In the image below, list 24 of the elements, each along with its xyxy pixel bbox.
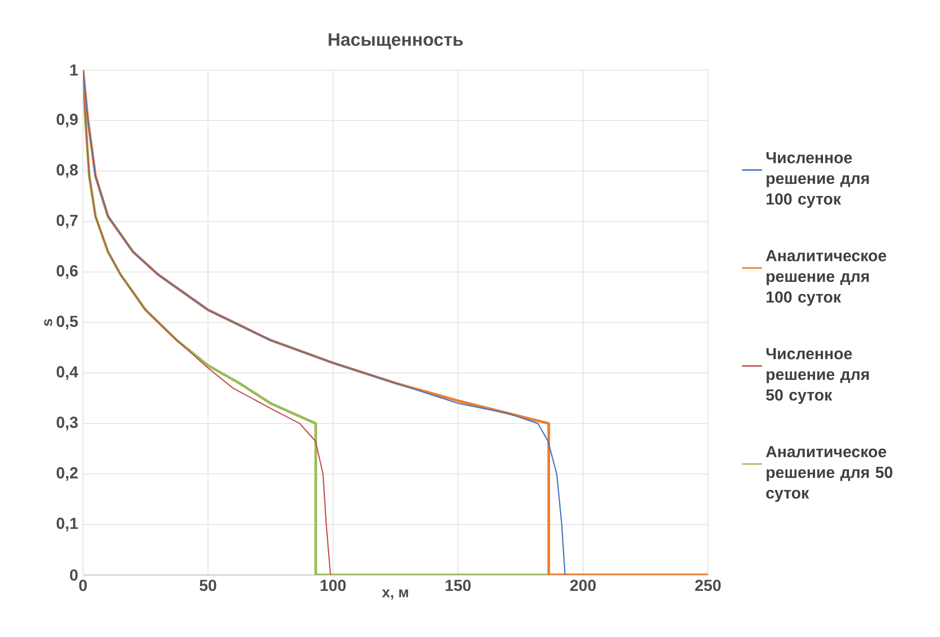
x-tick-label: 100 (320, 580, 346, 592)
x-tick-label: 0 (79, 580, 87, 592)
y-axis-title: s (44, 319, 52, 326)
legend-label: Численное решение для 100 суток (766, 152, 869, 208)
y-tick-label: 0,8 (56, 164, 78, 178)
y-tick-label: 0,5 (56, 316, 78, 330)
y-tick-label: 1 (70, 64, 78, 76)
y-tick-label: 0,2 (56, 467, 78, 481)
x-tick-label: 50 (200, 580, 216, 592)
x-tick-label: 150 (446, 580, 471, 592)
x-axis-title: x, м (382, 590, 408, 600)
y-tick-label: 0,6 (56, 265, 78, 279)
chart-title: Насыщенность (328, 33, 463, 50)
legend-label: Аналитическое решение для 100 суток (766, 250, 886, 306)
y-tick-label: 0,7 (56, 214, 78, 228)
y-tick-label: 0 (70, 569, 78, 581)
y-tick-label: 0,9 (56, 114, 78, 128)
x-tick-label: 250 (695, 580, 721, 592)
y-tick-label: 0,4 (56, 366, 78, 380)
y-tick-label: 0,3 (56, 416, 78, 430)
legend-label: Аналитическое решение для 50 суток (766, 446, 892, 502)
x-tick-label: 200 (570, 580, 596, 592)
y-tick-label: 0,1 (56, 518, 78, 532)
legend-label: Численное решение для 50 суток (766, 348, 869, 404)
